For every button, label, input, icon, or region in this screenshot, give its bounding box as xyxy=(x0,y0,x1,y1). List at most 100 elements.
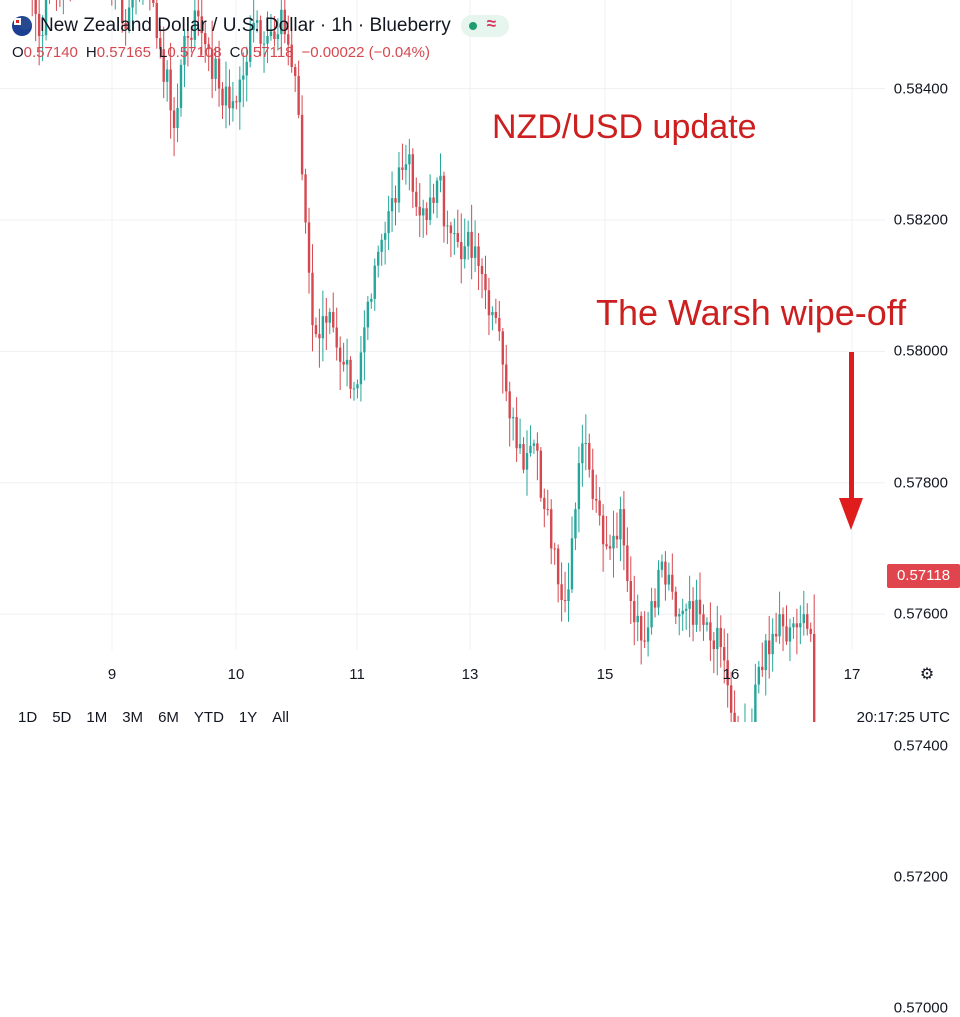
candle-body xyxy=(432,198,434,203)
candle xyxy=(803,591,805,636)
candle xyxy=(342,343,344,372)
candle xyxy=(661,554,663,577)
candle-body xyxy=(553,548,555,549)
candle xyxy=(111,0,113,6)
candle-body xyxy=(699,600,701,614)
candle xyxy=(401,144,403,180)
candle xyxy=(765,634,767,696)
candle xyxy=(380,234,382,266)
range-button[interactable]: 1Y xyxy=(239,709,257,722)
candle-body xyxy=(467,232,469,246)
candle xyxy=(519,419,521,454)
candle xyxy=(294,64,296,92)
candle xyxy=(349,356,351,398)
candle xyxy=(439,153,441,192)
candle-body xyxy=(675,592,677,617)
candle xyxy=(180,59,182,116)
candle xyxy=(581,425,583,487)
utc-clock[interactable]: 20:17:25 UTC xyxy=(857,709,950,722)
candle-body xyxy=(664,562,666,585)
candle xyxy=(481,258,483,298)
candle xyxy=(609,535,611,560)
candle xyxy=(699,573,701,632)
candle-body xyxy=(678,614,680,616)
candle xyxy=(59,0,61,7)
candle xyxy=(166,60,168,102)
symbol-title[interactable]: New Zealand Dollar / U.S. Dollar · 1h · … xyxy=(40,15,451,37)
candle-body xyxy=(360,352,362,384)
candle-body xyxy=(457,233,459,242)
candle xyxy=(467,221,469,260)
candle xyxy=(457,210,459,248)
candle xyxy=(221,82,223,119)
candle-body xyxy=(657,570,659,608)
range-button[interactable]: 5D xyxy=(52,709,71,722)
candle-body xyxy=(782,614,784,626)
candle-body xyxy=(470,232,472,258)
gear-icon[interactable]: ⚙ xyxy=(918,666,936,684)
candle-body xyxy=(637,616,639,622)
candle-body xyxy=(450,226,452,234)
range-button[interactable]: All xyxy=(272,709,289,722)
candle xyxy=(55,0,57,11)
candle-body xyxy=(720,628,722,647)
candle xyxy=(394,185,396,225)
range-button[interactable]: 1D xyxy=(18,709,37,722)
candle-body xyxy=(799,623,801,627)
candle-body xyxy=(533,443,535,445)
candle-body xyxy=(225,87,227,106)
range-button[interactable]: YTD xyxy=(194,709,224,722)
candle xyxy=(450,222,452,257)
candle xyxy=(474,220,476,272)
candle xyxy=(720,615,722,667)
candle xyxy=(616,513,618,549)
time-tick-label: 11 xyxy=(349,666,365,683)
candle-body xyxy=(308,222,310,272)
candle-body xyxy=(616,536,618,540)
candle xyxy=(311,244,313,351)
candle xyxy=(567,563,569,622)
candle xyxy=(346,339,348,387)
candle xyxy=(329,308,331,334)
candle-body xyxy=(598,501,600,516)
price-tick-label: 0.57800 xyxy=(894,474,948,491)
candle-body xyxy=(688,601,690,609)
candle-body xyxy=(412,154,414,192)
candle xyxy=(297,61,299,119)
range-button[interactable]: 1M xyxy=(86,709,107,722)
candle-body xyxy=(529,446,531,453)
candle-body xyxy=(775,634,777,637)
candle xyxy=(792,617,794,639)
candle xyxy=(138,0,140,2)
time-tick-label: 10 xyxy=(228,666,245,683)
chart-canvas[interactable] xyxy=(0,0,960,722)
market-status-badge[interactable]: ≈ xyxy=(461,15,509,37)
range-button[interactable]: 3M xyxy=(122,709,143,722)
candle-body xyxy=(550,509,552,548)
candle-body xyxy=(695,600,697,625)
candle xyxy=(48,0,50,4)
candle-body xyxy=(239,80,241,103)
candle-body xyxy=(692,601,694,625)
candle xyxy=(332,293,334,333)
price-tick-label: 0.57600 xyxy=(894,606,948,623)
candle-body xyxy=(803,614,805,623)
candle-body xyxy=(367,302,369,328)
candle xyxy=(553,543,555,565)
candle xyxy=(602,504,604,572)
candle xyxy=(547,490,549,516)
candle-body xyxy=(315,325,317,334)
candle-body xyxy=(325,316,327,323)
time-tick-label: 16 xyxy=(723,666,740,683)
range-button[interactable]: 6M xyxy=(158,709,179,722)
candle-body xyxy=(564,600,566,601)
candle xyxy=(225,62,227,129)
candle-body xyxy=(709,622,711,640)
candle xyxy=(560,562,562,621)
candle xyxy=(446,211,448,244)
candle xyxy=(422,200,424,238)
headline-annotation: NZD/USD update xyxy=(492,108,757,147)
candle-body xyxy=(443,176,445,227)
time-tick-label: 9 xyxy=(108,666,116,683)
market-open-dot-icon xyxy=(469,22,477,30)
